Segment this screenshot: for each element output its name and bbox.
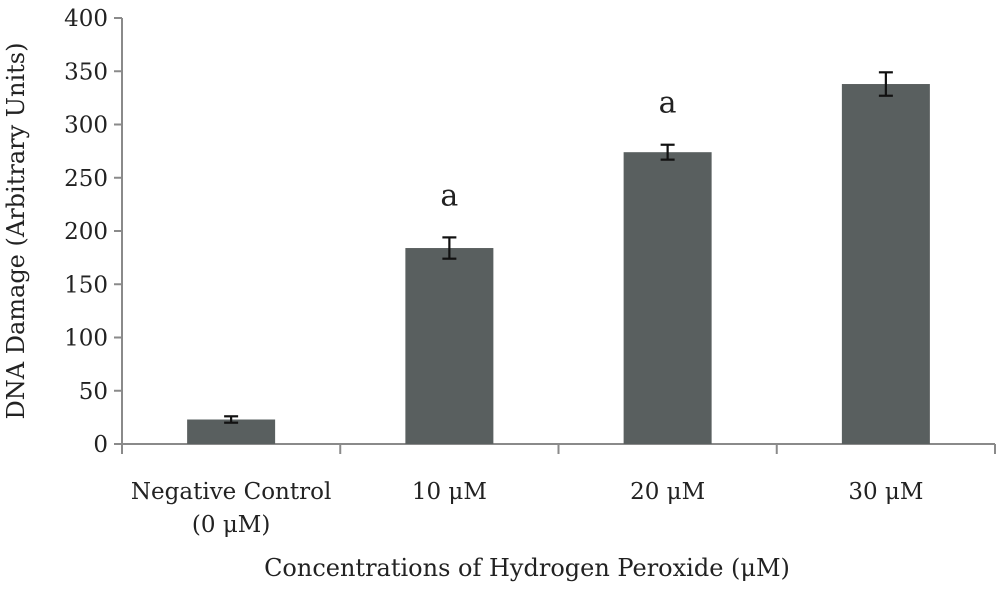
bar: [623, 152, 712, 444]
x-tick-label: (0 μM): [192, 512, 270, 538]
bar: [405, 248, 494, 444]
x-tick-label: 10 μM: [412, 479, 487, 505]
y-tick-label: 400: [64, 6, 108, 32]
y-tick-label: 0: [93, 432, 108, 458]
y-tick-label: 200: [64, 219, 108, 245]
y-tick-label: 300: [64, 113, 108, 139]
y-axis: 0 50 100 150 200 250 300 350 400: [64, 6, 123, 458]
y-tick-label: 100: [64, 326, 108, 352]
y-tick-label: 50: [79, 379, 108, 405]
y-tick-label: 350: [64, 59, 108, 85]
y-tick-label: 250: [64, 166, 108, 192]
significance-annotation: a: [440, 178, 458, 213]
y-tick-label: 150: [64, 272, 108, 298]
bar: [841, 84, 930, 444]
significance-annotation: a: [659, 86, 677, 121]
bars: aa: [187, 71, 930, 444]
x-tick-label: 20 μM: [630, 479, 705, 505]
y-axis-title: DNA Damage (Arbitrary Units): [2, 43, 30, 420]
x-tick-label: Negative Control: [131, 479, 331, 505]
x-axis: Negative Control (0 μM) 10 μM 20 μM 30 μM: [121, 443, 996, 538]
x-axis-title: Concentrations of Hydrogen Peroxide (μM): [264, 554, 790, 582]
x-tick-label: 30 μM: [848, 479, 923, 505]
axis-labels: DNA Damage (Arbitrary Units) Concentrati…: [2, 43, 790, 583]
